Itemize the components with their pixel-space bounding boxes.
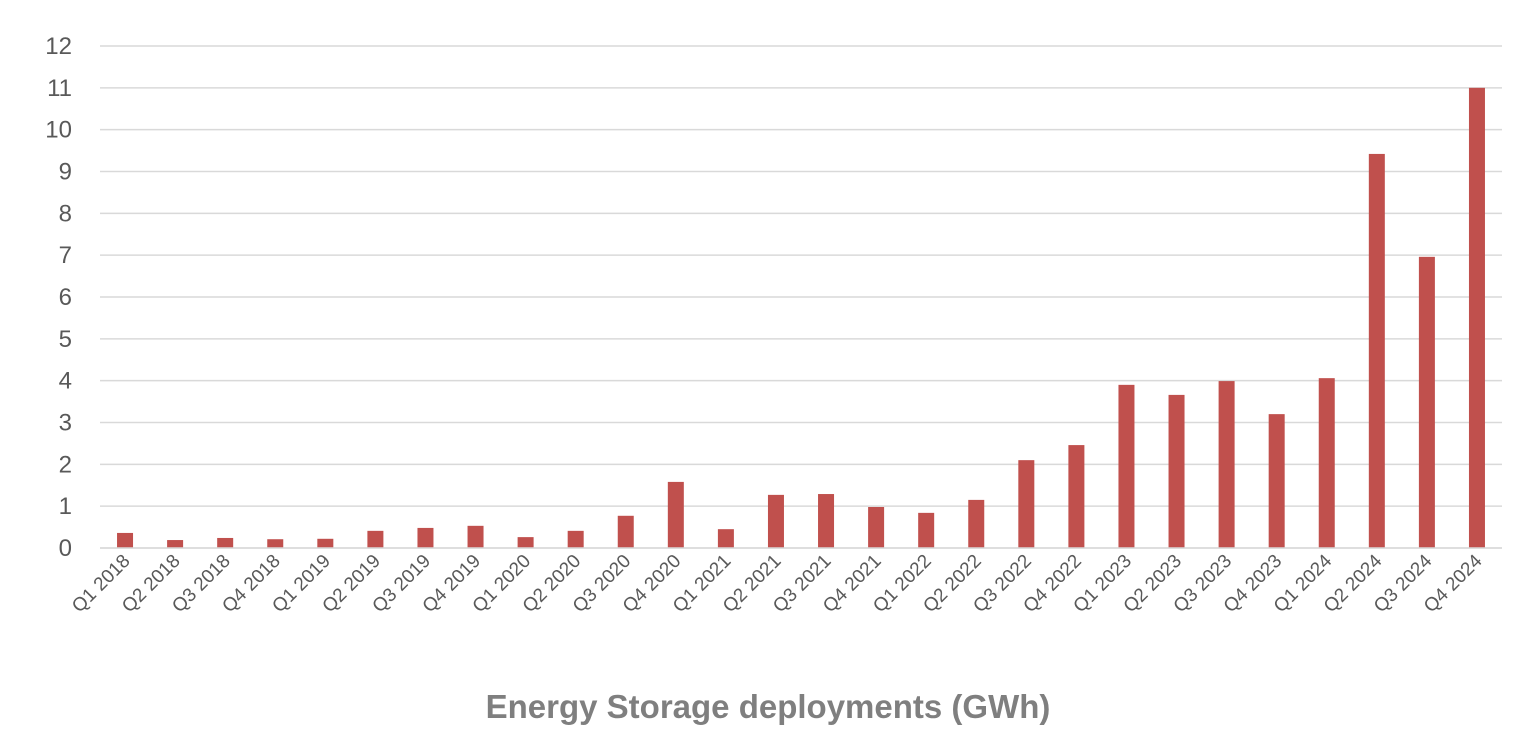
bar	[767, 494, 784, 548]
y-tick-label: 11	[47, 75, 72, 102]
bar	[1168, 394, 1185, 548]
y-tick-label: 6	[59, 284, 72, 311]
bar	[1468, 87, 1485, 548]
bar	[1018, 460, 1035, 548]
y-tick-label: 0	[59, 535, 72, 562]
y-tick-label: 2	[59, 451, 72, 478]
bar	[717, 529, 734, 548]
bar	[918, 512, 935, 548]
bar	[617, 515, 634, 548]
bar	[117, 532, 134, 548]
bar	[567, 530, 584, 548]
bar	[1218, 381, 1235, 548]
bar	[417, 527, 434, 548]
y-tick-label: 5	[59, 326, 72, 353]
y-tick-label: 9	[59, 159, 72, 186]
y-tick-label: 3	[59, 410, 72, 437]
bar	[367, 530, 384, 548]
bar	[467, 525, 484, 548]
chart-title: Energy Storage deployments (GWh)	[485, 688, 1051, 725]
bar	[868, 507, 885, 548]
y-tick-label: 4	[59, 368, 72, 395]
bar	[667, 481, 684, 548]
bar	[1118, 384, 1135, 548]
bar	[167, 540, 184, 548]
bar	[1418, 256, 1435, 548]
bar	[1268, 414, 1285, 548]
y-tick-label: 12	[45, 33, 72, 60]
bar	[317, 538, 334, 548]
y-tick-label: 10	[45, 117, 72, 144]
bar	[267, 539, 284, 548]
bar	[1368, 153, 1385, 548]
bar	[968, 499, 985, 548]
y-tick-label: 1	[59, 493, 72, 520]
bar	[818, 494, 835, 548]
y-tick-label: 7	[59, 242, 72, 269]
bar	[1318, 378, 1335, 548]
y-tick-label: 8	[59, 200, 72, 227]
bar	[1068, 445, 1085, 548]
bar	[517, 537, 534, 548]
bar	[217, 537, 234, 548]
